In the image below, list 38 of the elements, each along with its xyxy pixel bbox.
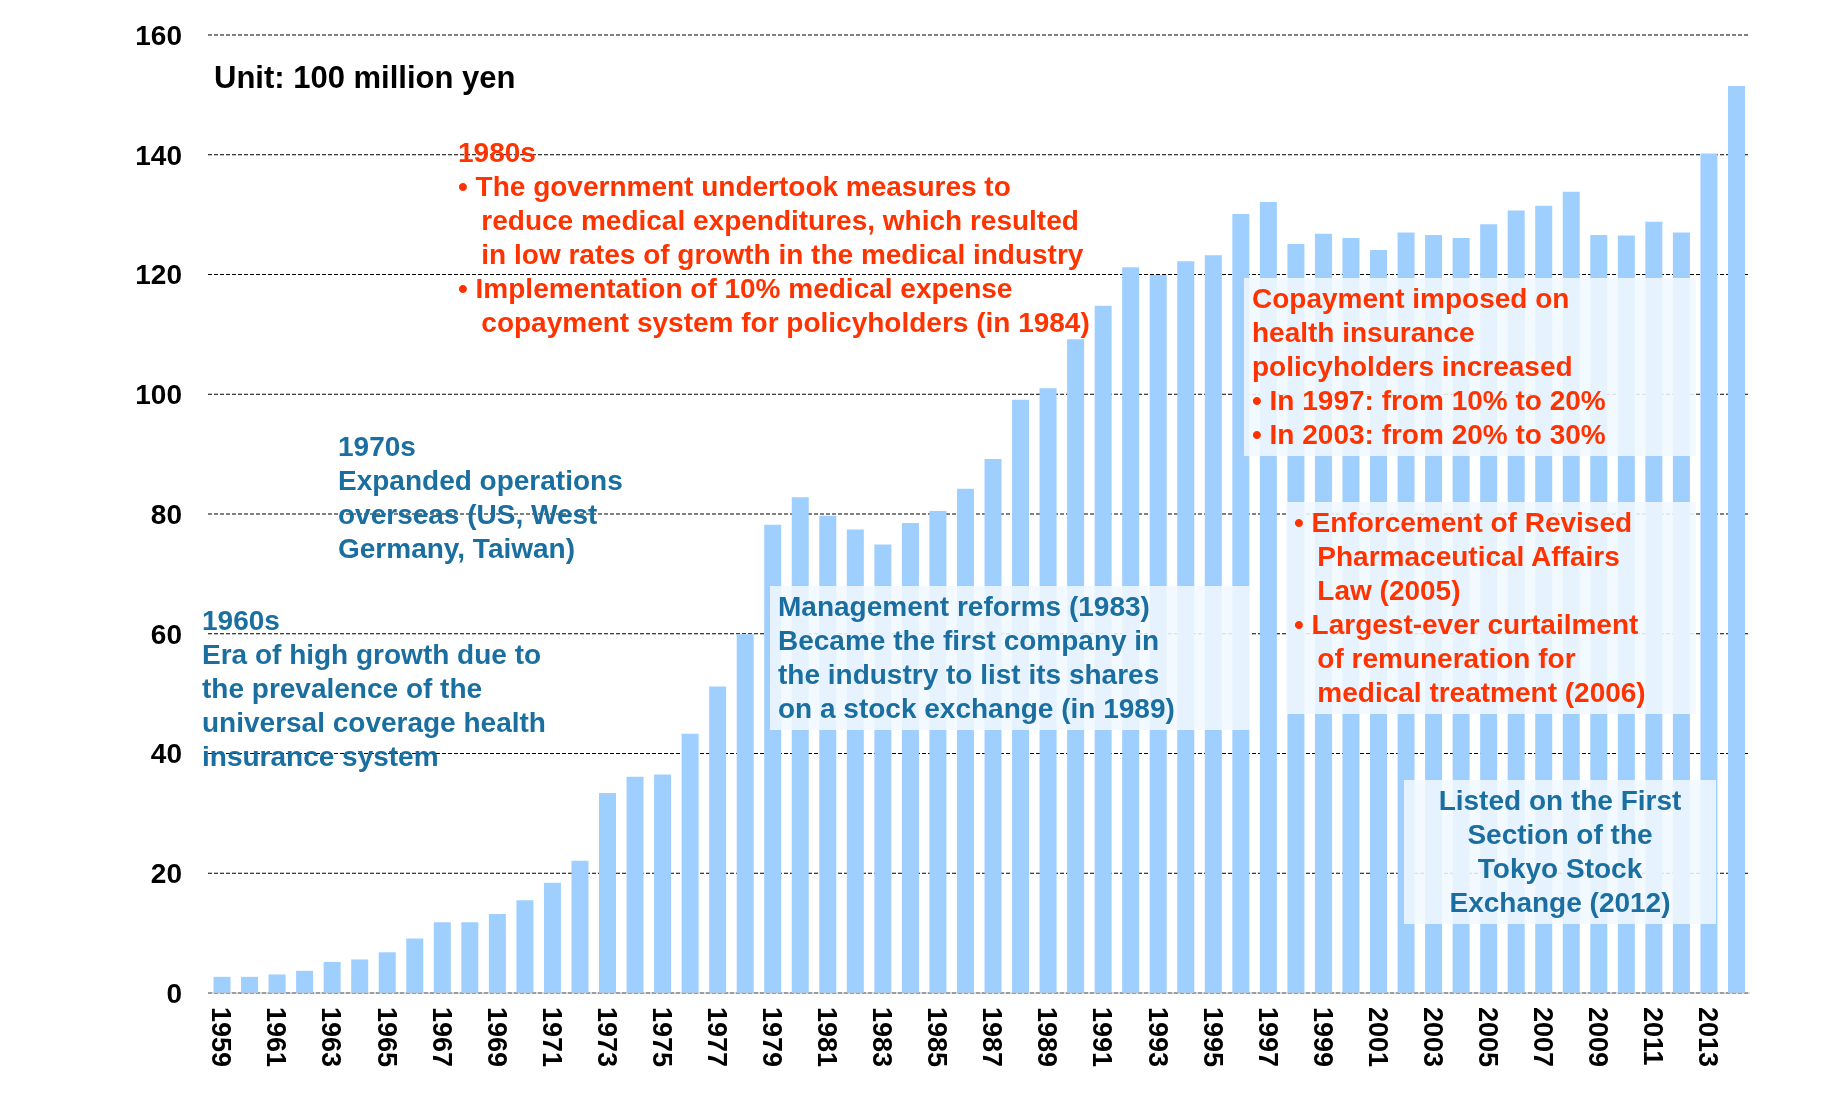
x-tick-label: 1965 (371, 1007, 402, 1068)
x-tick-label: 1959 (206, 1007, 237, 1068)
x-tick-label: 1969 (481, 1007, 512, 1068)
x-tick-label: 1991 (1087, 1007, 1118, 1068)
y-axis-title: Unit: 100 million yen (214, 60, 516, 96)
y-tick-label: 100 (135, 379, 182, 411)
x-tick-label: 2009 (1583, 1007, 1614, 1068)
x-tick-label: 1985 (922, 1007, 953, 1068)
y-tick-label: 40 (150, 738, 182, 770)
y-tick-label: 60 (150, 618, 182, 650)
x-tick-label: 2011 (1638, 1007, 1669, 1066)
x-tick-label: 2005 (1472, 1007, 1503, 1068)
y-tick-label: 20 (150, 858, 182, 890)
x-tick-label: 1989 (1032, 1007, 1063, 1068)
x-tick-label: 1977 (701, 1007, 732, 1068)
x-tick-label: 1979 (757, 1007, 788, 1068)
x-tick-label: 1967 (426, 1007, 457, 1068)
x-tick-label: 1997 (1252, 1007, 1283, 1068)
x-tick-label: 1961 (261, 1007, 292, 1068)
x-tick-label: 2003 (1417, 1007, 1448, 1068)
x-tick-label: 1993 (1142, 1007, 1173, 1068)
x-tick-label: 1999 (1307, 1007, 1338, 1068)
x-tick-label: 1983 (867, 1007, 898, 1068)
x-tick-label: 1971 (536, 1007, 567, 1068)
x-tick-label: 1995 (1197, 1007, 1228, 1068)
y-tick-label: 0 (166, 977, 182, 1009)
x-tick-label: 1975 (646, 1007, 677, 1068)
x-tick-label: 2013 (1693, 1007, 1724, 1068)
y-tick-label: 140 (135, 139, 182, 171)
x-tick-label: 1973 (591, 1007, 622, 1068)
x-tick-label: 2001 (1362, 1007, 1393, 1068)
x-tick-label: 1981 (812, 1007, 843, 1068)
y-tick-label: 80 (150, 498, 182, 530)
y-tick-label: 120 (135, 259, 182, 291)
y-tick-label: 160 (135, 19, 182, 51)
x-tick-label: 1987 (977, 1007, 1008, 1068)
x-tick-label: 1963 (316, 1007, 347, 1068)
x-tick-label: 2007 (1528, 1007, 1559, 1068)
